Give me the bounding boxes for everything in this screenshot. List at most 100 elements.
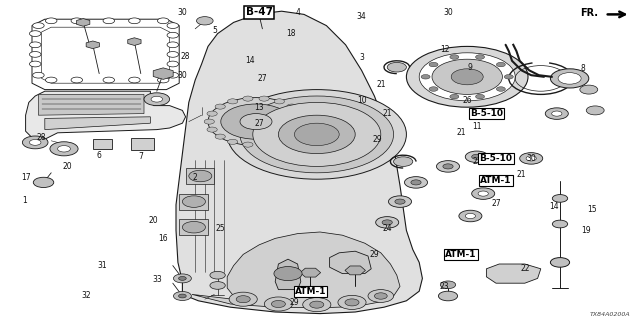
Text: 31: 31 [97, 261, 108, 270]
Text: 12: 12 [440, 45, 449, 54]
Circle shape [586, 106, 604, 115]
Text: 21: 21 [517, 170, 526, 179]
Circle shape [182, 196, 205, 207]
Circle shape [167, 23, 179, 28]
Circle shape [22, 136, 48, 149]
Polygon shape [192, 232, 400, 308]
Circle shape [478, 191, 488, 196]
Circle shape [275, 99, 285, 104]
Polygon shape [179, 194, 208, 210]
Circle shape [429, 62, 438, 67]
Circle shape [229, 292, 257, 306]
Text: ATM-1: ATM-1 [445, 250, 477, 259]
Circle shape [419, 53, 515, 101]
Circle shape [472, 188, 495, 199]
Text: 22: 22 [520, 264, 529, 273]
Circle shape [33, 177, 54, 188]
Text: 21: 21 [383, 109, 392, 118]
Text: 23: 23 [440, 282, 450, 291]
Circle shape [207, 111, 217, 116]
Circle shape [504, 75, 513, 79]
Circle shape [207, 127, 217, 132]
Circle shape [394, 157, 413, 166]
Circle shape [287, 134, 297, 139]
Text: TX84A0200A: TX84A0200A [590, 312, 630, 317]
Polygon shape [186, 168, 214, 184]
Polygon shape [86, 41, 99, 49]
Circle shape [432, 59, 502, 94]
Circle shape [552, 111, 562, 116]
Polygon shape [26, 91, 186, 141]
Circle shape [50, 142, 78, 156]
Circle shape [476, 55, 484, 59]
Circle shape [580, 85, 598, 94]
Circle shape [71, 77, 83, 83]
Text: 4: 4 [295, 8, 300, 17]
Circle shape [443, 164, 453, 169]
Text: 29: 29 [369, 250, 380, 259]
Circle shape [376, 217, 399, 228]
Text: 25: 25 [216, 224, 226, 233]
Circle shape [429, 87, 438, 91]
Circle shape [264, 297, 292, 311]
Circle shape [295, 127, 305, 132]
Text: 5: 5 [212, 26, 217, 35]
Circle shape [388, 196, 412, 207]
Circle shape [465, 213, 476, 219]
Circle shape [450, 94, 459, 99]
Circle shape [558, 73, 581, 84]
Text: 28: 28 [181, 52, 190, 60]
Polygon shape [275, 259, 301, 290]
Circle shape [208, 98, 304, 146]
Circle shape [157, 18, 169, 24]
Circle shape [167, 61, 179, 67]
Circle shape [157, 77, 169, 83]
Circle shape [545, 108, 568, 119]
Text: 26: 26 [462, 96, 472, 105]
Circle shape [103, 18, 115, 24]
Circle shape [228, 139, 238, 144]
Circle shape [552, 195, 568, 202]
Circle shape [210, 282, 225, 289]
Circle shape [287, 104, 297, 109]
Circle shape [71, 18, 83, 24]
Circle shape [459, 210, 482, 222]
Text: B-5-10: B-5-10 [479, 154, 513, 163]
Text: B-5-10: B-5-10 [470, 109, 503, 118]
Text: 30: 30 [177, 71, 188, 80]
Circle shape [189, 170, 212, 182]
Circle shape [368, 290, 394, 302]
Text: 21: 21 [456, 128, 465, 137]
Polygon shape [486, 264, 541, 283]
Text: 16: 16 [158, 234, 168, 243]
Text: 29: 29 [372, 135, 383, 144]
Circle shape [240, 96, 394, 173]
Circle shape [167, 72, 179, 78]
Text: 33: 33 [152, 276, 162, 284]
Circle shape [472, 154, 482, 159]
Circle shape [173, 292, 191, 300]
Polygon shape [38, 94, 144, 115]
Circle shape [173, 274, 191, 283]
Circle shape [406, 46, 528, 107]
Text: 30: 30 [526, 154, 536, 163]
Circle shape [395, 199, 405, 204]
Circle shape [271, 300, 285, 308]
Circle shape [227, 90, 406, 179]
Text: 1: 1 [22, 196, 27, 204]
Polygon shape [45, 117, 150, 130]
Circle shape [228, 99, 238, 104]
Circle shape [215, 134, 225, 139]
Text: 29: 29 [289, 298, 300, 307]
Text: 30: 30 [177, 8, 188, 17]
Circle shape [421, 75, 430, 79]
Text: 30: 30 [443, 8, 453, 17]
Circle shape [294, 123, 339, 146]
Circle shape [440, 281, 456, 289]
Text: 11: 11 [472, 122, 481, 131]
Circle shape [29, 42, 41, 48]
Text: 8: 8 [580, 64, 585, 73]
Text: 15: 15 [587, 205, 597, 214]
Circle shape [275, 139, 285, 144]
Circle shape [179, 294, 186, 298]
